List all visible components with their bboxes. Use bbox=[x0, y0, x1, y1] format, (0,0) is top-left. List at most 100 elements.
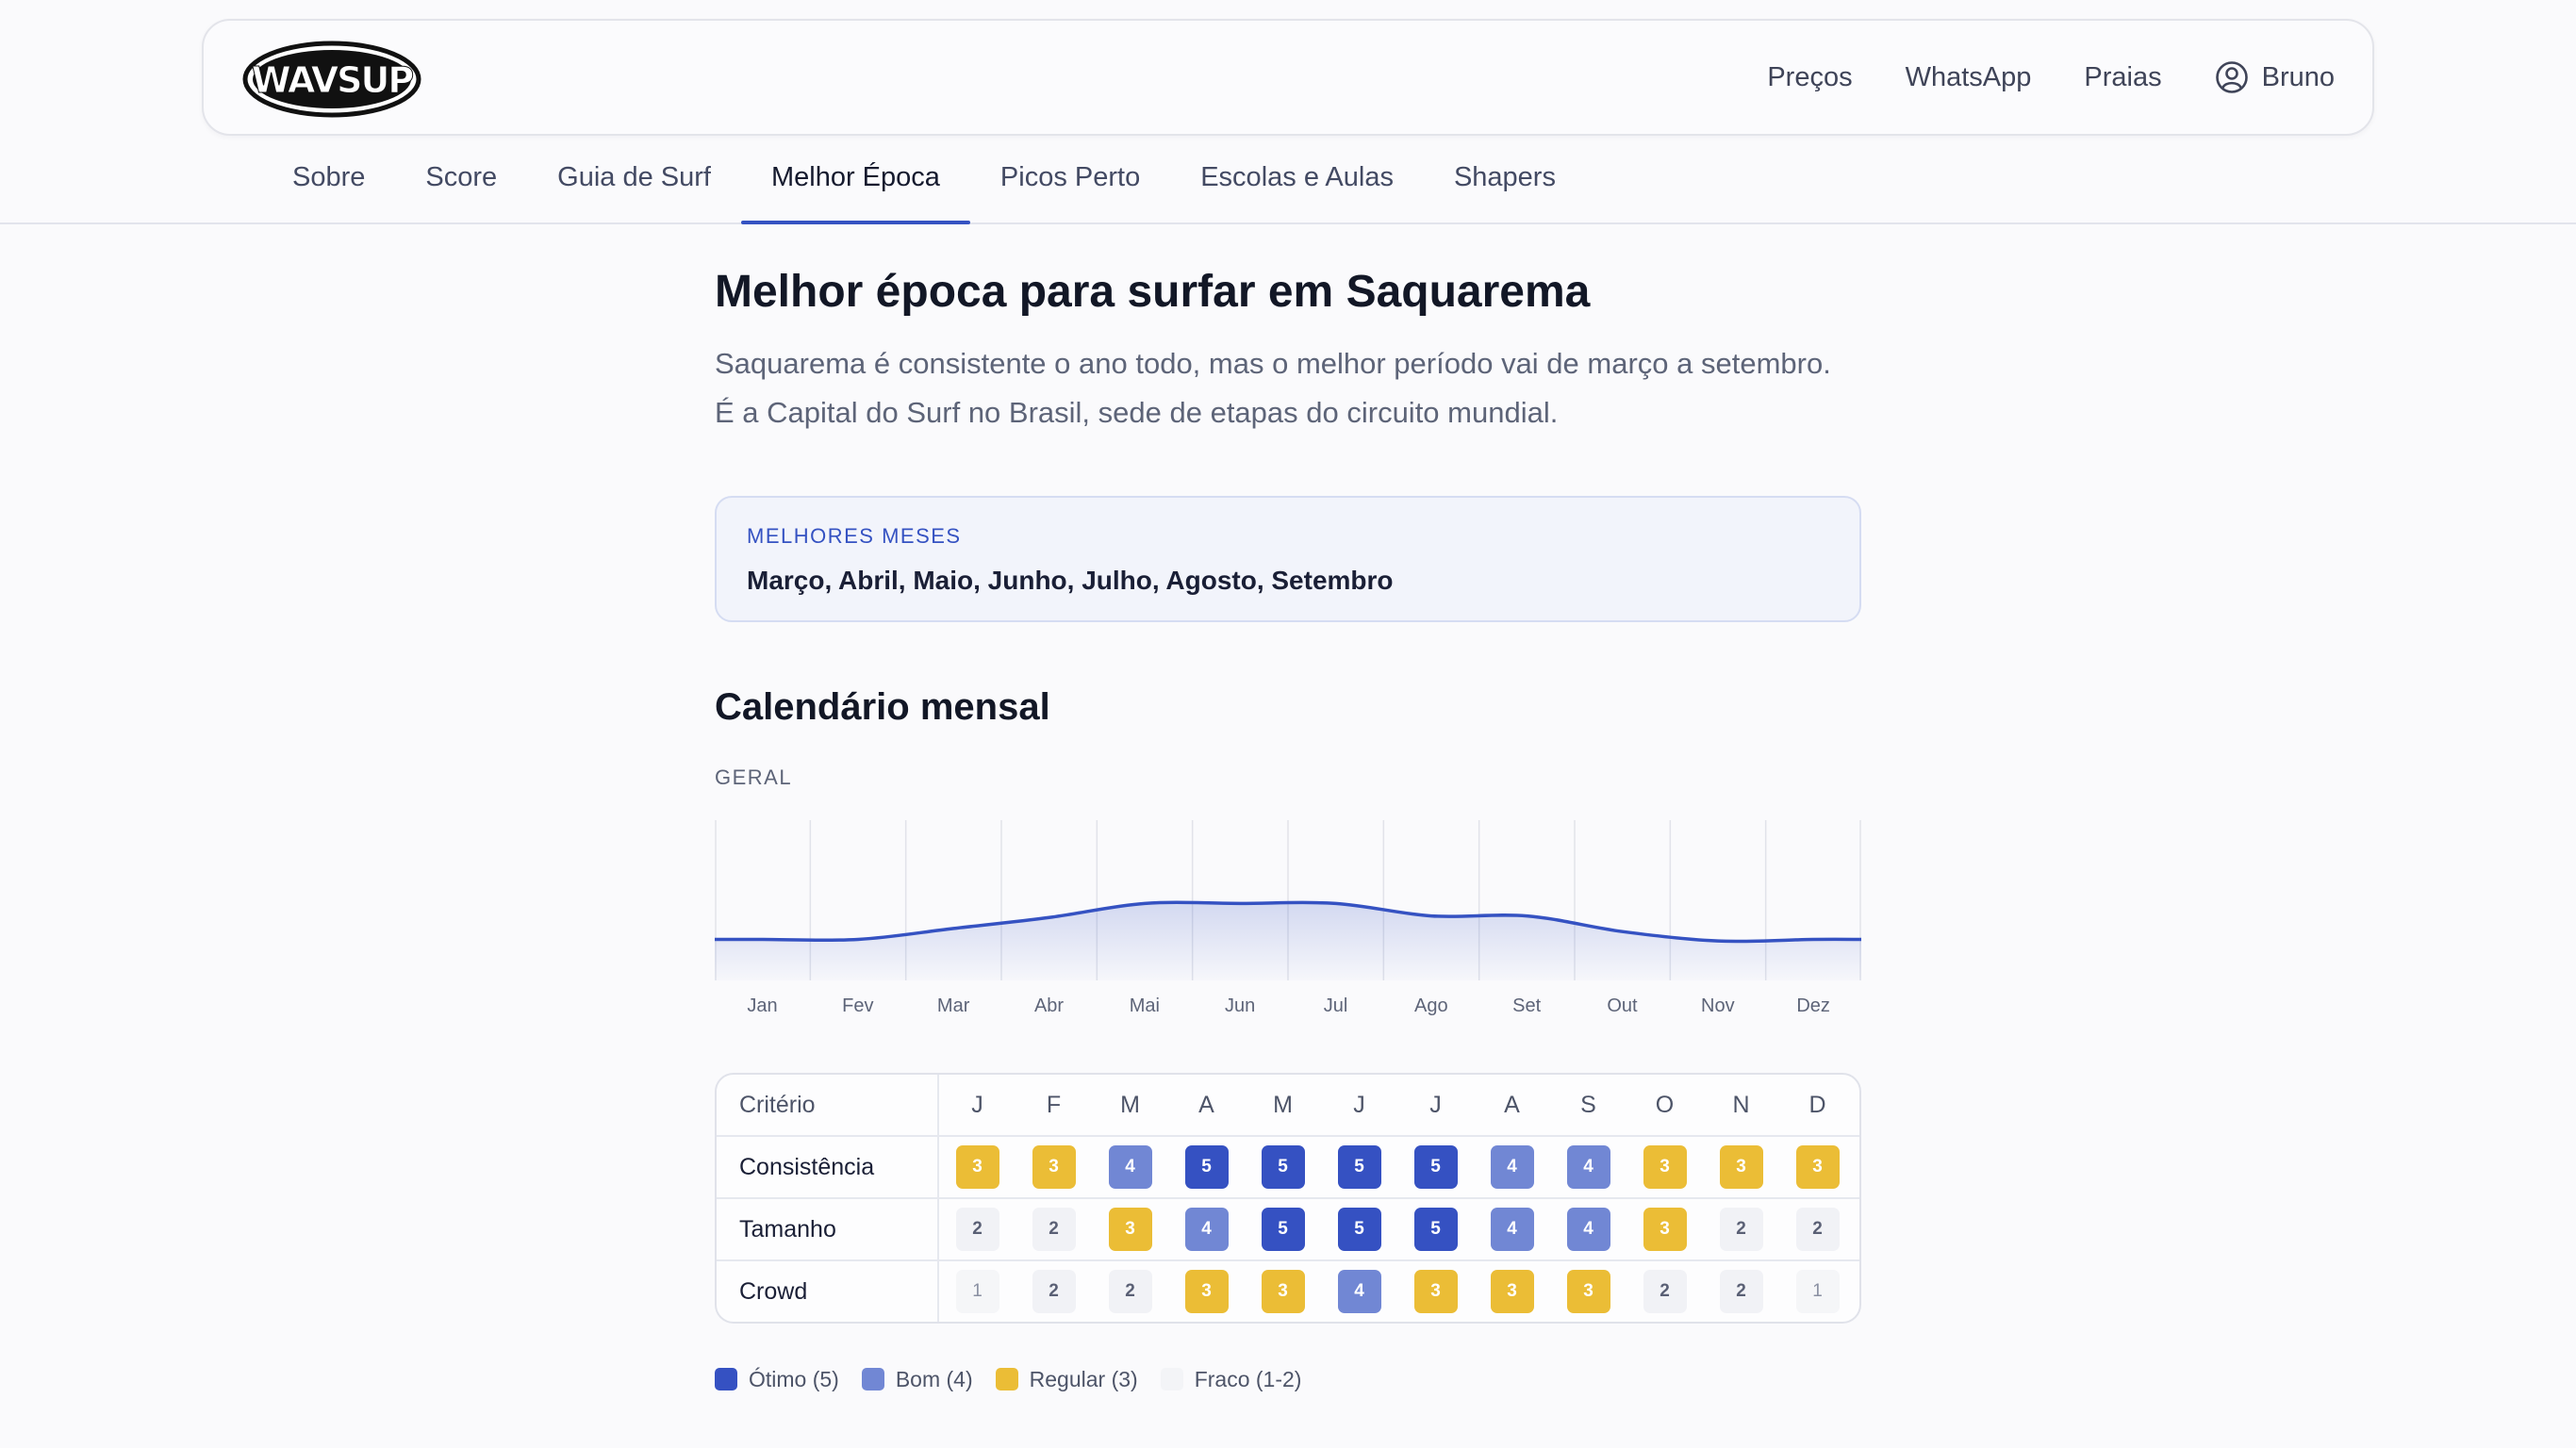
score-cell: 5 bbox=[1168, 1137, 1245, 1197]
score-chip: 3 bbox=[955, 1145, 999, 1189]
tab-picos-perto[interactable]: Picos Perto bbox=[999, 162, 1141, 192]
tab-shapers[interactable]: Shapers bbox=[1453, 162, 1556, 192]
user-menu[interactable]: Bruno bbox=[2215, 60, 2335, 94]
score-cell: 3 bbox=[1245, 1261, 1321, 1322]
score-chip: 4 bbox=[1184, 1208, 1229, 1251]
score-cell: 3 bbox=[1474, 1261, 1550, 1322]
tab-sobre[interactable]: Sobre bbox=[292, 162, 366, 192]
x-tick-jun: Jun bbox=[1225, 996, 1256, 1016]
table-header-row: Critério J F M A M J J A S O N D bbox=[717, 1075, 1859, 1135]
score-cell: 5 bbox=[1245, 1199, 1321, 1259]
table-row: Consistência 3 3 4 5 5 5 5 4 4 3 3 3 bbox=[717, 1135, 1859, 1197]
legend-swatch bbox=[995, 1368, 1018, 1390]
chart-label: GERAL bbox=[715, 765, 793, 789]
score-chip: 3 bbox=[1643, 1145, 1687, 1189]
score-chip: 5 bbox=[1184, 1145, 1229, 1189]
score-chip: 5 bbox=[1337, 1208, 1381, 1251]
score-cell: 4 bbox=[1168, 1199, 1245, 1259]
score-chip: 3 bbox=[1261, 1270, 1305, 1313]
best-months-label: MELHORES MESES bbox=[747, 524, 962, 548]
score-chip: 2 bbox=[1032, 1208, 1076, 1251]
month-header: N bbox=[1732, 1091, 1750, 1118]
tab-escolas-e-aulas[interactable]: Escolas e Aulas bbox=[1200, 162, 1394, 192]
seasonality-chart bbox=[715, 820, 1861, 980]
score-cell: 3 bbox=[1703, 1137, 1779, 1197]
x-tick-set: Set bbox=[1512, 996, 1542, 1016]
score-cell: 3 bbox=[1779, 1137, 1856, 1197]
score-cell: 4 bbox=[1321, 1261, 1397, 1322]
score-chip: 3 bbox=[1643, 1208, 1687, 1251]
calendar-title: Calendário mensal bbox=[715, 686, 1050, 728]
score-cell: 2 bbox=[1016, 1199, 1092, 1259]
score-chip: 3 bbox=[1413, 1270, 1458, 1313]
score-chip: 4 bbox=[1490, 1208, 1534, 1251]
tab-melhor-época[interactable]: Melhor Época bbox=[740, 141, 970, 224]
x-tick-ago: Ago bbox=[1414, 996, 1448, 1016]
score-chip: 2 bbox=[1795, 1208, 1840, 1251]
score-cell: 3 bbox=[1627, 1199, 1703, 1259]
nav-precos[interactable]: Preços bbox=[1767, 61, 1853, 92]
score-cell: 4 bbox=[1474, 1137, 1550, 1197]
legend-item: Ótimo (5) bbox=[715, 1367, 839, 1392]
x-tick-out: Out bbox=[1607, 996, 1638, 1016]
score-cell: 2 bbox=[939, 1199, 1016, 1259]
score-chip: 3 bbox=[1490, 1270, 1534, 1313]
month-header: M bbox=[1273, 1091, 1293, 1118]
score-chip: 4 bbox=[1566, 1208, 1610, 1251]
month-header: D bbox=[1808, 1091, 1826, 1118]
tab-score[interactable]: Score bbox=[425, 162, 498, 192]
score-chip: 2 bbox=[1032, 1270, 1076, 1313]
score-cell: 3 bbox=[1016, 1137, 1092, 1197]
score-cell: 5 bbox=[1245, 1137, 1321, 1197]
month-header: J bbox=[971, 1091, 983, 1118]
month-header: M bbox=[1120, 1091, 1140, 1118]
score-chip: 2 bbox=[1719, 1270, 1763, 1313]
x-tick-fev: Fev bbox=[842, 996, 874, 1016]
criteria-table: Critério J F M A M J J A S O N D Consistência 3 3 4 5 5 5 5 4… bbox=[715, 1073, 1861, 1324]
score-cell: 3 bbox=[1092, 1199, 1168, 1259]
legend-label: Ótimo (5) bbox=[749, 1366, 839, 1391]
logo-text: WAVSUP bbox=[252, 59, 414, 101]
month-header: O bbox=[1655, 1091, 1675, 1118]
score-chip: 4 bbox=[1337, 1270, 1381, 1313]
score-chip: 1 bbox=[955, 1270, 999, 1313]
x-tick-nov: Nov bbox=[1701, 996, 1735, 1016]
score-chip: 4 bbox=[1490, 1145, 1534, 1189]
score-cell: 5 bbox=[1321, 1137, 1397, 1197]
legend-label: Bom (4) bbox=[895, 1366, 973, 1391]
wavsup-logo[interactable]: WAVSUP bbox=[241, 40, 422, 119]
score-cell: 3 bbox=[1168, 1261, 1245, 1322]
score-chip: 4 bbox=[1108, 1145, 1152, 1189]
legend-swatch bbox=[1160, 1368, 1183, 1390]
chart-x-axis: Jan Fev Mar Abr Mai Jun Jul Ago Set Out Nov Dez bbox=[715, 996, 1861, 1024]
legend-swatch bbox=[861, 1368, 884, 1390]
month-header: J bbox=[1353, 1091, 1365, 1118]
score-chip: 3 bbox=[1795, 1145, 1840, 1189]
criterion-name: Tamanho bbox=[739, 1215, 836, 1242]
score-cell: 3 bbox=[1627, 1137, 1703, 1197]
chart-area bbox=[715, 902, 1861, 980]
tab-guia-de-surf[interactable]: Guia de Surf bbox=[557, 162, 711, 192]
score-cell: 1 bbox=[939, 1261, 1016, 1322]
score-chip: 2 bbox=[955, 1208, 999, 1251]
best-months-value: Março, Abril, Maio, Junho, Julho, Agosto… bbox=[747, 566, 1394, 595]
score-cell: 5 bbox=[1321, 1199, 1397, 1259]
best-months-card: MELHORES MESES Março, Abril, Maio, Junho… bbox=[715, 496, 1861, 622]
month-header: F bbox=[1046, 1091, 1062, 1118]
legend-swatch bbox=[715, 1368, 737, 1390]
criterion-header: Critério bbox=[739, 1091, 816, 1118]
criterion-name: Crowd bbox=[739, 1277, 808, 1305]
intro-line-1: Saquarema é consistente o ano todo, mas … bbox=[715, 347, 1831, 380]
score-chip: 5 bbox=[1337, 1145, 1381, 1189]
chart-line bbox=[715, 900, 1861, 944]
score-cell: 4 bbox=[1550, 1199, 1627, 1259]
nav-praias[interactable]: Praias bbox=[2084, 61, 2162, 92]
logo-mark: WAVSUP bbox=[242, 41, 421, 118]
site-header: WAVSUP Preços WhatsApp Praias Bruno bbox=[202, 19, 2374, 136]
legend-item: Fraco (1-2) bbox=[1160, 1367, 1301, 1392]
nav-whatsapp[interactable]: WhatsApp bbox=[1905, 61, 2032, 92]
score-chip: 3 bbox=[1108, 1208, 1152, 1251]
score-chip: 1 bbox=[1795, 1270, 1840, 1313]
score-cell: 2 bbox=[1703, 1199, 1779, 1259]
x-tick-abr: Abr bbox=[1033, 996, 1065, 1016]
